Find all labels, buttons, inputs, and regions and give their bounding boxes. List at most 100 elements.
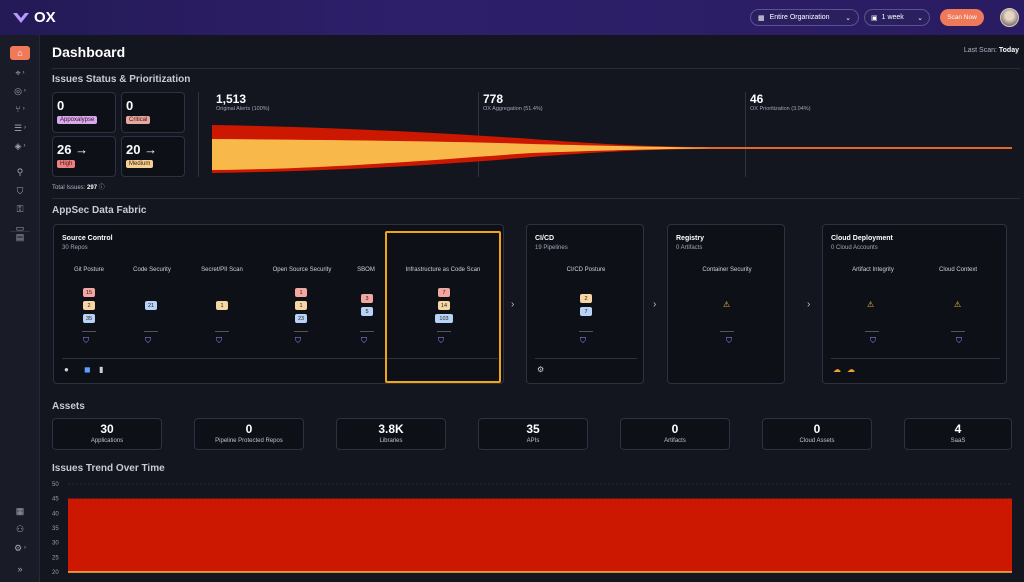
jenkins-icon[interactable]: ⚙	[537, 365, 545, 374]
sidebar-item-graph[interactable]: ⌖ ›	[10, 66, 30, 80]
avatar[interactable]	[1000, 8, 1019, 27]
asset-label: Artifacts	[664, 438, 686, 444]
warning-icon[interactable]: ⚠	[954, 300, 962, 309]
trend-area[interactable]	[68, 498, 1012, 572]
count-badge[interactable]: 3	[361, 294, 373, 303]
stat-critical[interactable]: 0 Critical	[121, 92, 185, 133]
count-badge[interactable]: 5	[361, 307, 373, 316]
sidebar-item-issues[interactable]: ◎ ›	[10, 84, 30, 98]
sidebar-item-settings[interactable]: ⚙ ›	[10, 541, 30, 555]
asset-value: 0	[813, 422, 821, 436]
count-badge[interactable]: 2	[580, 294, 592, 303]
chevron-right-icon: ›	[24, 125, 27, 131]
chevron-right-icon: ›	[653, 299, 657, 310]
count-badge[interactable]: 15	[83, 288, 95, 297]
page-title: Dashboard	[52, 44, 126, 60]
chevron-right-icon: ›	[23, 143, 26, 149]
stat-appoxalypse[interactable]: 0 Appoxalypse	[52, 92, 116, 133]
count-badge[interactable]: 1	[295, 288, 307, 297]
shield-icon[interactable]: ⛉	[361, 336, 367, 345]
asset-apis[interactable]: 35 APIs	[478, 418, 588, 450]
count-badge[interactable]: 21	[145, 301, 157, 310]
stat-high[interactable]: 26 → High	[52, 136, 116, 177]
azure-devops-icon[interactable]: ◼	[84, 365, 91, 374]
count-badge[interactable]: 1	[295, 301, 307, 310]
scan-now-button[interactable]: Scan Now	[940, 9, 984, 26]
count-badge[interactable]: 23	[295, 314, 307, 323]
shield-icon[interactable]: ⛉	[295, 336, 301, 345]
sidebar-item-shield[interactable]: ⛉	[10, 184, 30, 198]
sidebar-item-folder[interactable]: ▭	[10, 221, 30, 235]
column-open-source: Open Source Security	[272, 267, 332, 273]
card-registry[interactable]: Registry 0 Artifacts Container Security …	[667, 224, 785, 384]
shield-icon[interactable]: ⛉	[870, 336, 876, 345]
sidebar-item-reports[interactable]: ▤	[10, 230, 30, 244]
asset-cloud-assets[interactable]: 0 Cloud Assets	[762, 418, 872, 450]
bitbucket-icon[interactable]: ▮	[99, 365, 104, 374]
aws-icon[interactable]: ☁	[833, 365, 841, 374]
expand-sidebar-button[interactable]: »	[10, 562, 30, 576]
shield-icon[interactable]: ⛉	[145, 336, 151, 345]
report-icon: ▤	[15, 231, 25, 242]
divider	[951, 331, 965, 332]
card-cicd[interactable]: CI/CD 19 Pipelines CI/CD Posture 2 7 ⛉ ⚙	[526, 224, 644, 384]
logo[interactable]: OX	[12, 9, 56, 26]
divider	[478, 92, 479, 177]
asset-value: 0	[671, 422, 679, 436]
card-title: Source Control	[62, 235, 113, 242]
funnel-aggregation: 778 OX Aggregation (51.4%)	[483, 92, 543, 112]
stat-value: 26 →	[57, 142, 88, 157]
total-label: Total Issues:	[52, 185, 86, 191]
total-issues: Total Issues: 297 ⓘ	[52, 182, 105, 191]
period-select[interactable]: ▣ 1 week ⌄	[864, 9, 930, 26]
count-badge[interactable]: 2	[83, 301, 95, 310]
arrow-right-icon: →	[75, 142, 89, 157]
arrow-right-icon: →	[144, 142, 158, 157]
shield-icon[interactable]: ⛉	[438, 336, 444, 345]
sidebar-item-apps[interactable]: ◈ ›	[10, 139, 30, 153]
count-badge[interactable]: 7	[580, 307, 592, 316]
stat-value: 0	[57, 98, 65, 113]
funnel-label: OX Aggregation (51.4%)	[483, 106, 543, 112]
asset-artifacts[interactable]: 0 Artifacts	[620, 418, 730, 450]
org-select[interactable]: ▦ Entire Organization ⌄	[750, 9, 859, 26]
asset-applications[interactable]: 30 Applications	[52, 418, 162, 450]
apps-icon: ◈	[14, 140, 22, 151]
sidebar-item-docs[interactable]: ▦	[10, 504, 30, 518]
card-cloud-deployment[interactable]: Cloud Deployment 0 Cloud Accounts Artifa…	[822, 224, 1007, 384]
funnel-value: 1,513	[216, 92, 247, 106]
shield-icon[interactable]: ⛉	[580, 336, 586, 345]
shield-icon[interactable]: ⛉	[83, 336, 89, 345]
asset-saas[interactable]: 4 SaaS	[904, 418, 1012, 450]
count-badge[interactable]: 1	[216, 301, 228, 310]
column-cloud-context: Cloud Context	[938, 267, 978, 273]
branch-icon: ⑂	[15, 104, 21, 114]
card-source-control[interactable]: Source Control 30 Repos Git Posture Code…	[53, 224, 504, 384]
sidebar-item-security[interactable]: ⚿	[10, 202, 30, 216]
asset-libraries[interactable]: 3.8K Libraries	[336, 418, 446, 450]
funnel-value: 46	[750, 92, 764, 106]
stat-medium[interactable]: 20 → Medium	[121, 136, 185, 177]
shield-icon[interactable]: ⛉	[726, 336, 732, 345]
asset-value: 3.8K	[378, 422, 404, 436]
sidebar-item-pipelines[interactable]: ⑂ ›	[10, 102, 30, 116]
count-badge[interactable]: 103	[435, 314, 453, 323]
sidebar-item-connectors[interactable]: ⚲	[10, 165, 30, 179]
shield-icon[interactable]: ⛉	[216, 336, 222, 345]
gcp-icon[interactable]: ☁	[847, 365, 855, 374]
column-code-security: Code Security	[133, 267, 171, 273]
section-title-assets: Assets	[52, 401, 85, 412]
count-badge[interactable]: 7	[438, 288, 450, 297]
highlight-iac	[385, 231, 501, 383]
count-badge[interactable]: 35	[83, 314, 95, 323]
sidebar-item-list[interactable]: ☰ ›	[10, 121, 30, 135]
period-select-value: 1 week	[881, 14, 904, 21]
warning-icon[interactable]: ⚠	[867, 300, 875, 309]
home-icon[interactable]: ⌂	[10, 46, 30, 60]
count-badge[interactable]: 14	[438, 301, 450, 310]
sidebar-item-users[interactable]: ⚇	[10, 522, 30, 536]
asset-pipeline-repos[interactable]: 0 Pipeline Protected Repos	[194, 418, 304, 450]
shield-icon[interactable]: ⛉	[956, 336, 962, 345]
github-icon[interactable]: ●	[64, 365, 69, 374]
warning-icon[interactable]: ⚠	[723, 300, 731, 309]
